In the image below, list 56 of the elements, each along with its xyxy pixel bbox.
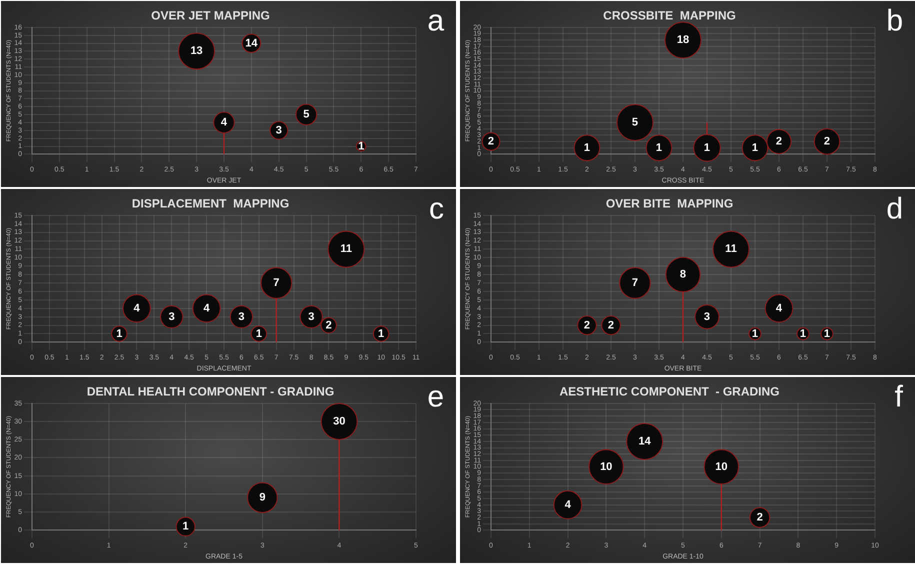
- data-label: 2: [584, 319, 590, 332]
- data-label: 4: [220, 116, 228, 129]
- data-label: 1: [584, 142, 590, 154]
- chart-title: OVER BITE MAPPING: [606, 196, 734, 211]
- data-label: 2: [776, 136, 782, 148]
- data-label: 2: [756, 512, 763, 524]
- data-label: 5: [632, 116, 638, 129]
- data-label: 1: [800, 328, 806, 340]
- data-label: 30: [333, 416, 346, 428]
- data-label: 1: [182, 520, 189, 533]
- data-label: 11: [725, 243, 737, 256]
- text: f: [894, 380, 904, 414]
- data-label: 7: [632, 277, 638, 290]
- chart-title: DISPLACEMENT MAPPING: [132, 196, 290, 211]
- chart-title: DENTAL HEALTH COMPONENT - GRADING: [86, 384, 334, 399]
- data-label: 1: [378, 328, 384, 340]
- data-label: 7: [273, 277, 280, 290]
- data-label: 9: [259, 492, 266, 504]
- data-label: 5: [303, 108, 310, 121]
- text: c: [429, 192, 444, 226]
- data-label: 2: [824, 136, 830, 148]
- text: a: [427, 4, 444, 38]
- chart-title: AESTHETIC COMPONENT - GRADING: [559, 384, 780, 399]
- data-label: 1: [704, 142, 710, 154]
- data-label: 13: [190, 45, 203, 58]
- data-label: 14: [638, 435, 652, 448]
- data-label: 10: [600, 460, 612, 473]
- data-label: 3: [308, 310, 314, 323]
- data-label: 10: [715, 460, 728, 473]
- data-label: 2: [488, 136, 494, 148]
- data-label: 4: [134, 302, 141, 314]
- data-label: 2: [608, 319, 614, 332]
- data-label: 1: [752, 328, 758, 340]
- data-label: 14: [245, 37, 258, 50]
- data-label: 3: [704, 310, 710, 323]
- data-label: 8: [680, 268, 686, 281]
- data-label: 4: [776, 302, 783, 314]
- data-label: 2: [326, 319, 332, 332]
- data-label: 3: [168, 310, 175, 323]
- data-label: 3: [276, 124, 282, 136]
- data-label: 1: [656, 142, 662, 154]
- data-label: 1: [824, 328, 830, 340]
- text: d: [886, 192, 903, 226]
- text: e: [427, 380, 444, 414]
- chart-title: CROSSBITE MAPPING: [603, 8, 736, 23]
- data-label: 1: [256, 328, 262, 340]
- data-label: 1: [358, 140, 364, 152]
- data-label: 4: [564, 498, 572, 511]
- data-label: 11: [340, 243, 352, 256]
- data-label: 1: [116, 328, 122, 340]
- data-label: 18: [676, 34, 690, 46]
- chart-title: OVER JET MAPPING: [151, 8, 270, 23]
- text: b: [886, 4, 903, 38]
- data-label: 1: [752, 142, 758, 154]
- data-label: 3: [238, 310, 245, 323]
- data-label: 4: [203, 302, 210, 314]
